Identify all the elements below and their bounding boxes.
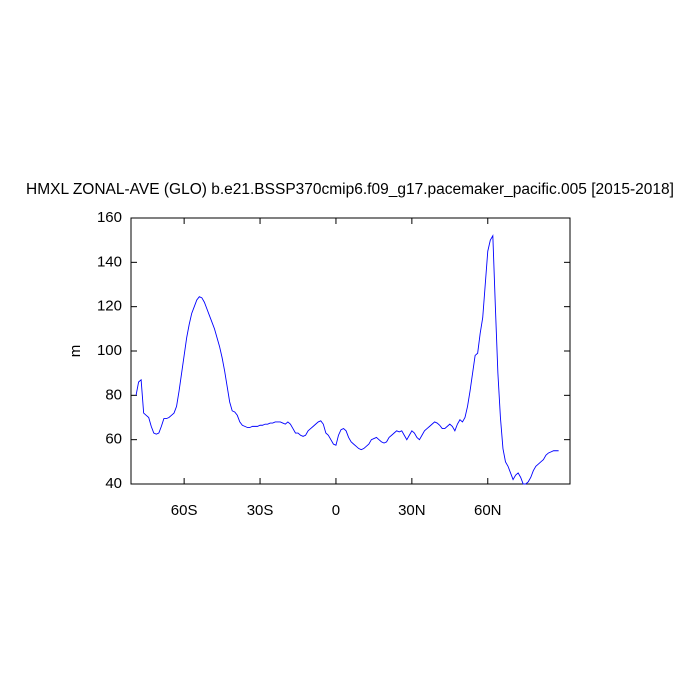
y-tick-label: 120 [97,298,122,315]
data-line [135,234,559,485]
y-tick-label: 40 [105,475,122,492]
x-tick-label: 60S [171,502,198,519]
y-tick-label: 160 [97,209,122,226]
y-tick-label: 140 [97,253,122,270]
plot-frame [130,217,571,485]
x-tick-label: 0 [332,502,340,519]
chart-title: HMXL ZONAL-AVE (GLO) b.e21.BSSP370cmip6.… [26,181,674,198]
y-axis-label: m [67,345,84,358]
x-tick-label: 60N [474,502,502,519]
y-tick-label: 60 [105,431,122,448]
y-tick-label: 100 [97,342,122,359]
x-tick-label: 30S [247,502,274,519]
x-tick-label: 30N [398,502,426,519]
y-tick-label: 80 [105,386,122,403]
